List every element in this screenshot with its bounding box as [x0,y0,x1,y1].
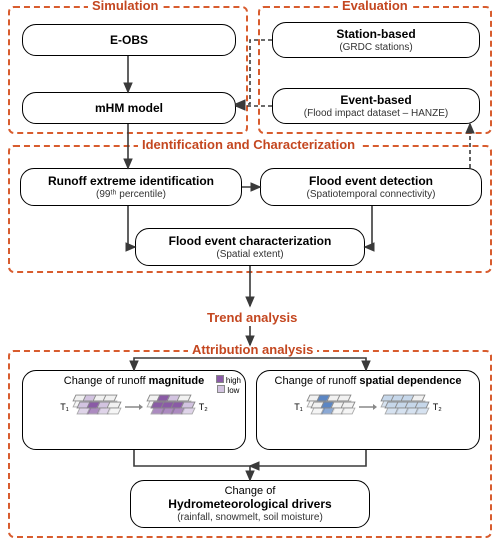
t1-label-spat: T₁ [294,402,303,412]
legend-magnitude: high low [216,375,241,395]
box-attr-spatial: Change of runoff spatial dependence T₁ T… [256,370,480,450]
sub-event: (Flood impact dataset – HANZE) [304,108,449,119]
drivers-pre: Change of [225,485,276,497]
box-mhm: mHM model [22,92,236,124]
box-flood-det: Flood event detection (Spatiotemporal co… [260,168,482,206]
label-evaluation: Evaluation [338,0,412,13]
t2-label-mag: T₂ [199,402,208,412]
legend-low: low [227,386,239,395]
title-drivers: Hydrometeorological drivers [168,497,331,511]
grid-t1-spat [306,390,356,424]
attr-spat-bold: spatial dependence [359,375,461,387]
t1-label-mag: T₁ [60,402,69,412]
label-trend: Trend analysis [203,310,301,325]
label-simulation: Simulation [88,0,162,13]
title-runoff: Runoff extreme identification [48,174,214,188]
label-attribution: Attribution analysis [188,342,317,357]
arrow-icon [359,402,377,412]
box-runoff: Runoff extreme identification (99ᵗʰ perc… [20,168,242,206]
box-station: Station-based (GRDC stations) [272,22,480,58]
title-mhm: mHM model [95,101,163,115]
box-flood-char: Flood event characterization (Spatial ex… [135,228,365,266]
box-event: Event-based (Flood impact dataset – HANZ… [272,88,480,124]
sub-runoff: (99ᵗʰ percentile) [96,189,166,200]
sub-flood-char: (Spatial extent) [216,249,283,260]
sub-station: (GRDC stations) [339,42,412,53]
box-drivers: Change of Hydrometeorological drivers (r… [130,480,370,528]
box-eobs: E-OBS [22,24,236,56]
attr-mag-text: Change of runoff [64,375,149,387]
attr-spat-text: Change of runoff [275,375,360,387]
title-eobs: E-OBS [110,33,148,47]
grid-t2-spat [380,390,430,424]
title-event: Event-based [340,93,411,107]
sub-drivers: (rainfall, snowmelt, soil moisture) [177,512,323,523]
attr-mag-bold: magnitude [149,375,205,387]
sub-flood-det: (Spatiotemporal connectivity) [307,189,436,200]
grid-t1-mag [72,390,122,424]
box-attr-magnitude: Change of runoff magnitude T₁ T₂ high lo… [22,370,246,450]
title-flood-char: Flood event characterization [169,234,332,248]
arrow-icon [125,402,143,412]
label-identification: Identification and Characterization [138,137,359,152]
legend-high: high [226,376,241,385]
title-station: Station-based [336,27,415,41]
t2-label-spat: T₂ [433,402,442,412]
grid-t2-mag [146,390,196,424]
title-flood-det: Flood event detection [309,174,433,188]
